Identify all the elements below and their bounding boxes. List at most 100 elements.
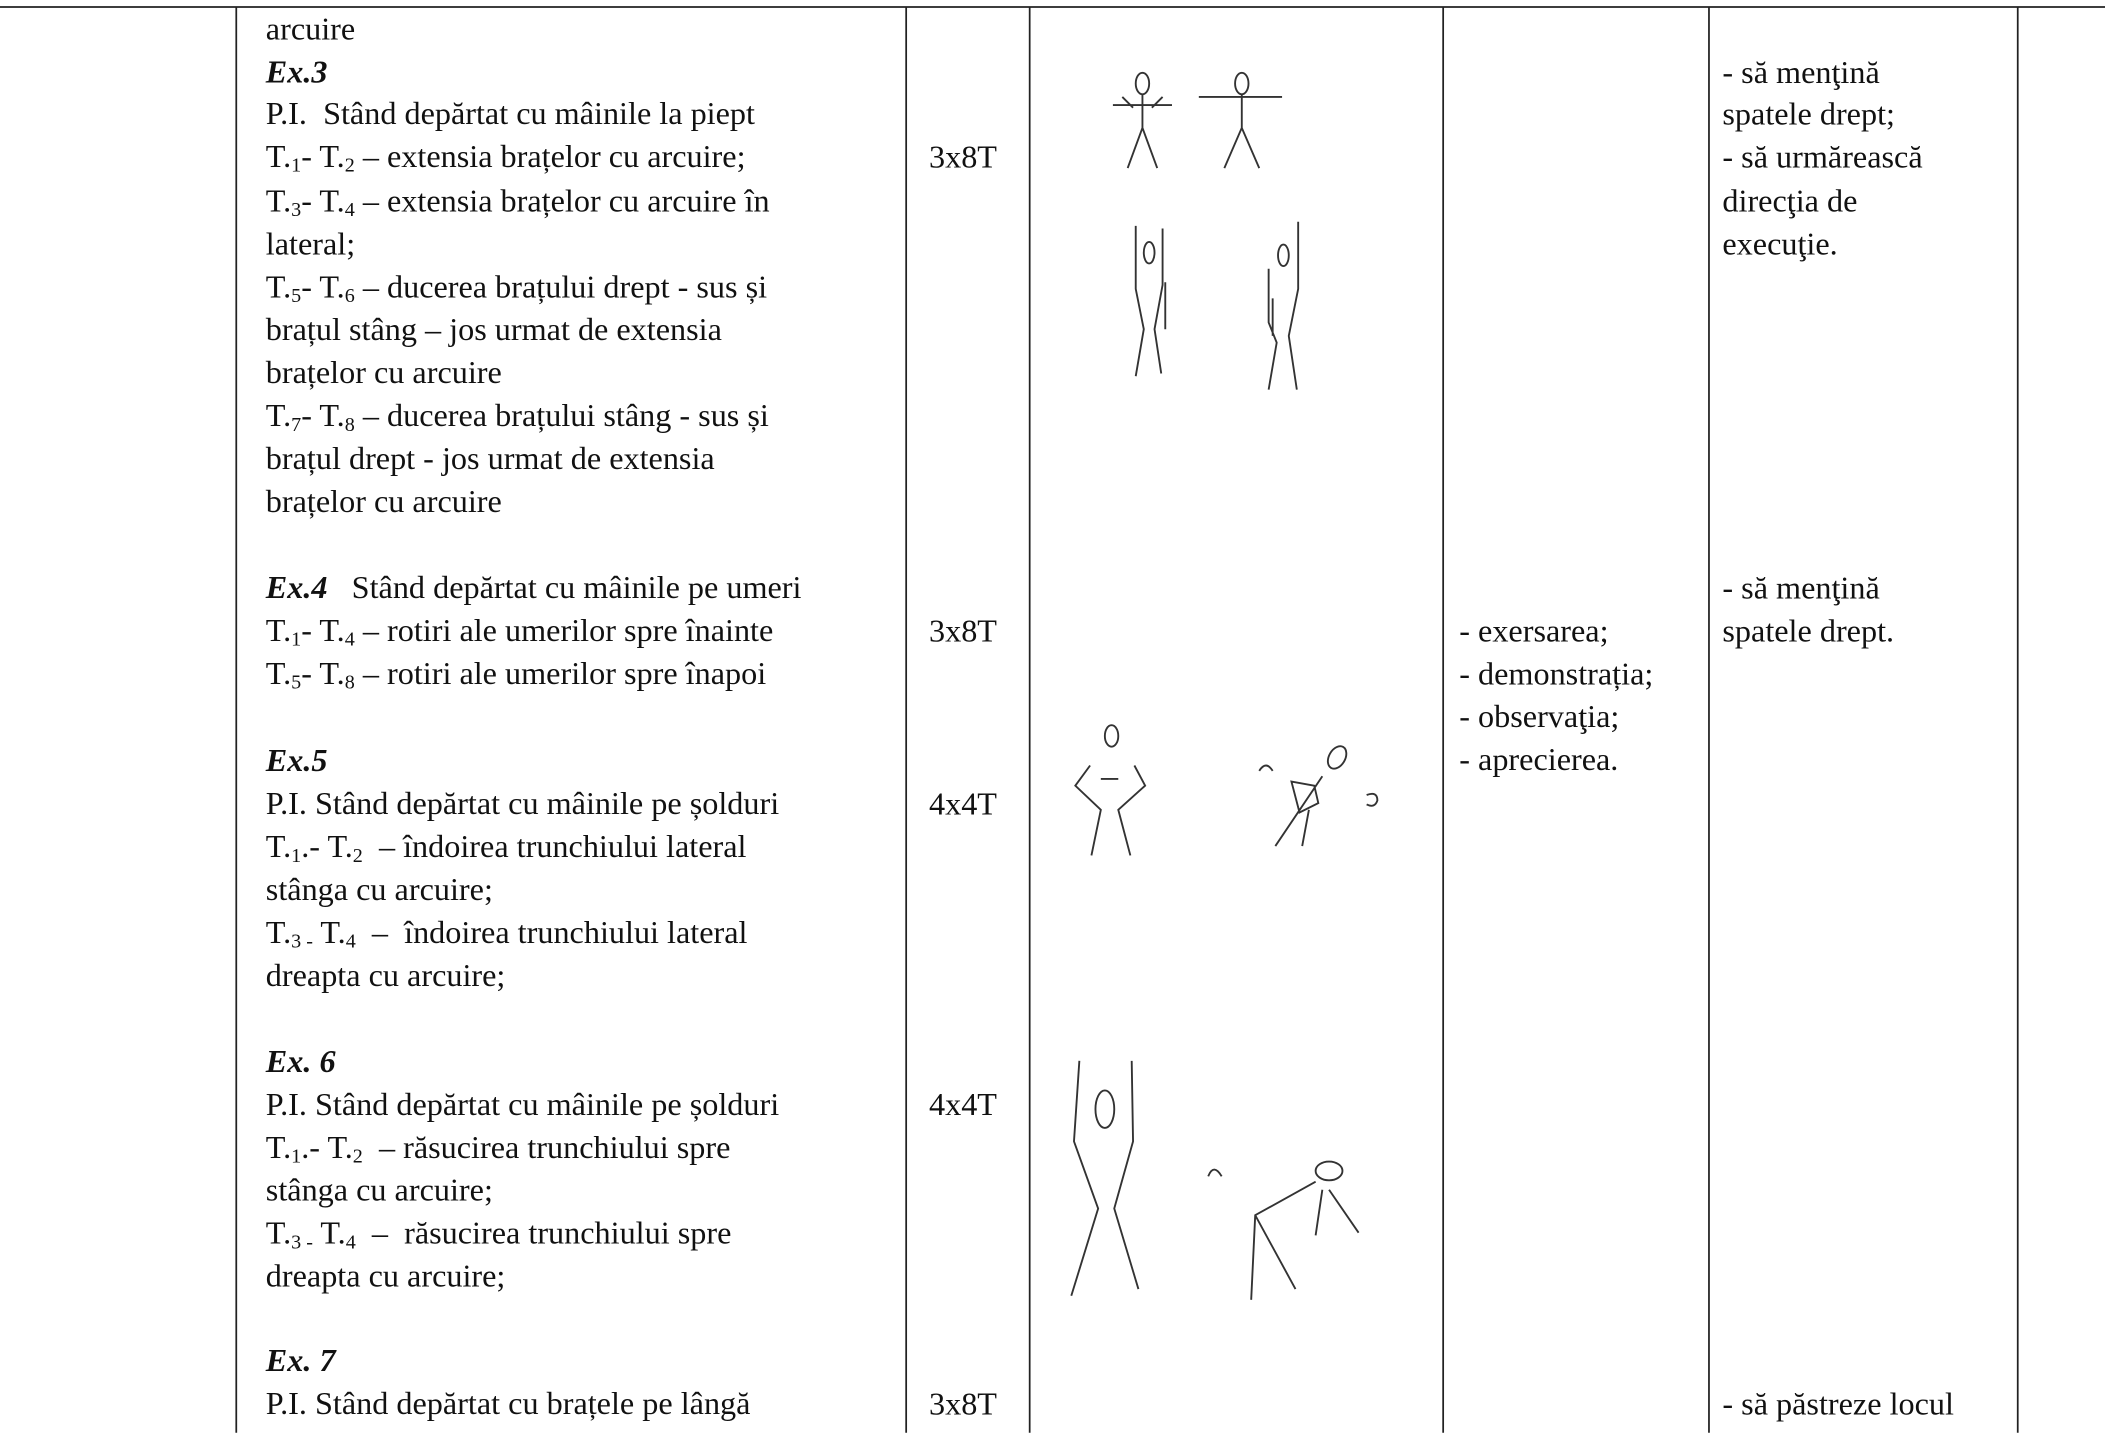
text-run: brațul stâng – jos urmat de extensia xyxy=(266,312,722,348)
subscript: 1 xyxy=(291,154,301,176)
text-run: P.I. Stând depărtat cu brațele pe lângă xyxy=(266,1386,751,1422)
text-run: T. xyxy=(266,398,291,434)
exercise-line: Ex. 6 xyxy=(265,1043,337,1079)
text-run: T. xyxy=(266,828,291,864)
exercise-line: P.I. Stând depărtat cu mâinile la piept xyxy=(266,95,755,131)
subscript: 2 xyxy=(345,154,355,176)
exercise-line: T.1- T.4 – rotiri ale umerilor spre înai… xyxy=(266,612,773,650)
text-run: T. xyxy=(266,655,291,691)
text-run: T. xyxy=(266,183,291,219)
text-run: – ducerea brațului stâng - sus și xyxy=(355,398,769,434)
subscript: 1 xyxy=(291,628,301,650)
note: spatele drept. xyxy=(1722,612,1894,648)
content: arcuire Ex.3 P.I. Stând depărtat cu mâinil… xyxy=(265,11,1954,1422)
exercise-label: Ex.4 xyxy=(265,569,328,605)
subscript: 4 xyxy=(345,628,355,650)
dosage: 3x8T xyxy=(929,1386,997,1422)
exercise-line: arcuire xyxy=(266,11,355,47)
subscript: 4 xyxy=(345,199,355,221)
method: - observaţia; xyxy=(1459,698,1619,734)
exercise-line: brațelor cu arcuire xyxy=(266,355,502,391)
text-run: – răsucirea trunchiului spre xyxy=(363,1129,731,1165)
exercise-line: T.7- T.8 – ducerea brațului stâng - sus … xyxy=(266,398,769,436)
subscript: 7 xyxy=(291,413,301,435)
note: - să urmărească xyxy=(1722,138,1922,174)
exercise-line: Ex.4 Stând depărtat cu mâinile pe umeri xyxy=(265,569,802,605)
subscript: 1 xyxy=(291,1145,301,1167)
text-run: – îndoirea trunchiului lateral xyxy=(356,914,748,950)
note: - să păstreze locul xyxy=(1722,1386,1954,1422)
method: - aprecierea. xyxy=(1459,741,1618,777)
exercise-line: T.3 - T.4 – îndoirea trunchiului lateral xyxy=(266,914,748,952)
exercise-line: T.3 - T.4 – răsucirea trunchiului spre xyxy=(266,1215,732,1253)
stick-figures xyxy=(1070,71,1379,1300)
exercise-label: Ex.3 xyxy=(265,54,328,90)
table-borders xyxy=(0,6,2105,1433)
text-run: T. xyxy=(266,1215,291,1251)
text-run: dreapta cu arcuire; xyxy=(266,1258,506,1294)
exercise-line: Ex.5 xyxy=(265,743,328,779)
note: direcţia de xyxy=(1722,183,1857,219)
exercise-line: stânga cu arcuire; xyxy=(266,1172,493,1208)
text-run: .- T. xyxy=(301,1129,353,1165)
text-run: – răsucirea trunchiului spre xyxy=(356,1215,732,1251)
text-run: - T. xyxy=(301,183,345,219)
text-run: - T. xyxy=(301,269,345,305)
exercise-line: lateral; xyxy=(266,226,355,262)
text-run: T. xyxy=(266,1129,291,1165)
text-run: brațelor cu arcuire xyxy=(266,483,502,519)
dosage: 4x4T xyxy=(929,1086,997,1122)
exercise-line: stânga cu arcuire; xyxy=(266,871,493,907)
text-run: P.I. Stând depărtat cu mâinile la piept xyxy=(266,95,755,131)
text-run: T. xyxy=(313,914,346,950)
subscript: 5 xyxy=(291,671,301,693)
exercise-line: brațelor cu arcuire xyxy=(266,483,502,519)
text-run: – ducerea brațului drept - sus și xyxy=(355,269,767,305)
exercise-line: dreapta cu arcuire; xyxy=(266,1258,506,1294)
text-run: P.I. Stând depărtat cu mâinile pe șoldur… xyxy=(266,786,779,822)
exercise-label: Ex. 6 xyxy=(265,1043,337,1079)
subscript: 5 xyxy=(291,285,301,307)
note: execuţie. xyxy=(1722,226,1837,262)
subscript: 4 xyxy=(346,1231,356,1253)
subscript: 3 - xyxy=(291,1231,313,1253)
exercise-line: P.I. Stând depărtat cu brațele pe lângă xyxy=(266,1386,751,1422)
subscript: 4 xyxy=(346,930,356,952)
text-run: – îndoirea trunchiului lateral xyxy=(363,828,747,864)
exercise-line: brațul stâng – jos urmat de extensia xyxy=(266,312,722,348)
dosage: 4x4T xyxy=(929,786,997,822)
exercise-line: dreapta cu arcuire; xyxy=(266,957,506,993)
text-run: brațul drept - jos urmat de extensia xyxy=(266,440,715,476)
text-run: Stând depărtat cu mâinile pe umeri xyxy=(328,569,802,605)
method: - exersarea; xyxy=(1459,612,1608,648)
text-run: - T. xyxy=(301,138,345,174)
text-run: - T. xyxy=(301,612,345,648)
text-run: .- T. xyxy=(301,828,353,864)
subscript: 8 xyxy=(345,671,355,693)
text-run: lateral; xyxy=(266,226,355,262)
text-run: – extensia brațelor cu arcuire; xyxy=(355,138,746,174)
exercise-line: T.5- T.6 – ducerea brațului drept - sus … xyxy=(266,269,767,307)
exercise-line: brațul drept - jos urmat de extensia xyxy=(266,440,715,476)
dosage: 3x8T xyxy=(929,138,997,174)
note: - să menţină xyxy=(1722,569,1879,605)
text-run: T. xyxy=(313,1215,346,1251)
exercise-line: Ex.3 xyxy=(265,54,328,90)
exercise-line: T.1.- T.2 – răsucirea trunchiului spre xyxy=(266,1129,731,1167)
subscript: 1 xyxy=(291,844,301,866)
subscript: 6 xyxy=(345,285,355,307)
note: spatele drept; xyxy=(1722,95,1895,131)
text-run: stânga cu arcuire; xyxy=(266,1172,493,1208)
subscript: 8 xyxy=(345,413,355,435)
exercise-line: P.I. Stând depărtat cu mâinile pe șoldur… xyxy=(266,786,779,822)
exercise-line: T.1.- T.2 – îndoirea trunchiului lateral xyxy=(266,828,747,866)
text-run: – rotiri ale umerilor spre înapoi xyxy=(355,655,766,691)
text-run: – extensia brațelor cu arcuire în xyxy=(355,183,770,219)
text-run: dreapta cu arcuire; xyxy=(266,957,506,993)
exercise-label: Ex. 7 xyxy=(265,1343,338,1379)
subscript: 3 xyxy=(291,199,301,221)
text-run: – rotiri ale umerilor spre înainte xyxy=(355,612,773,648)
text-run: - T. xyxy=(301,655,345,691)
